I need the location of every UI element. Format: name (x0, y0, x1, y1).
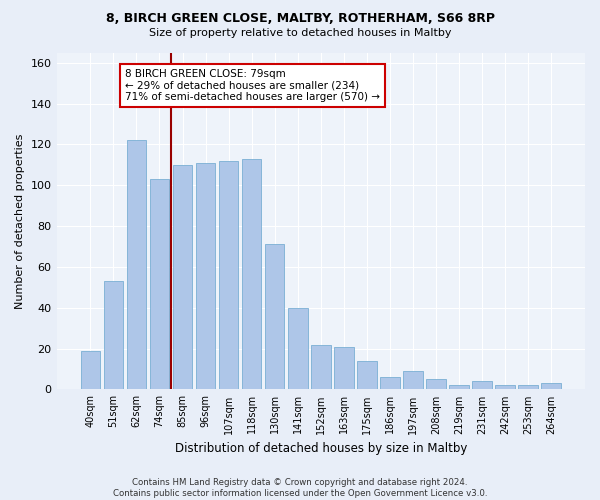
Bar (242, 158, 262, 390)
Bar (403, 371, 423, 390)
Text: Contains HM Land Registry data © Crown copyright and database right 2024.
Contai: Contains HM Land Registry data © Crown c… (113, 478, 487, 498)
Bar (518, 386, 538, 390)
Bar (219, 160, 238, 390)
Bar (541, 384, 561, 390)
Bar (426, 379, 446, 390)
Bar (311, 344, 331, 390)
Bar (104, 281, 123, 390)
Bar (449, 386, 469, 390)
Bar (265, 244, 284, 390)
Bar (380, 377, 400, 390)
Bar (80, 350, 100, 390)
Text: 8, BIRCH GREEN CLOSE, MALTBY, ROTHERHAM, S66 8RP: 8, BIRCH GREEN CLOSE, MALTBY, ROTHERHAM,… (106, 12, 494, 26)
Text: Size of property relative to detached houses in Maltby: Size of property relative to detached ho… (149, 28, 451, 38)
Bar (288, 308, 308, 390)
Bar (173, 165, 193, 390)
Bar (496, 386, 515, 390)
Text: 8 BIRCH GREEN CLOSE: 79sqm
← 29% of detached houses are smaller (234)
71% of sem: 8 BIRCH GREEN CLOSE: 79sqm ← 29% of deta… (125, 69, 380, 102)
Bar (334, 346, 353, 390)
Bar (149, 179, 169, 390)
Bar (357, 361, 377, 390)
Bar (472, 382, 492, 390)
Y-axis label: Number of detached properties: Number of detached properties (15, 134, 25, 308)
Bar (127, 140, 146, 390)
X-axis label: Distribution of detached houses by size in Maltby: Distribution of detached houses by size … (175, 442, 467, 455)
Bar (196, 163, 215, 390)
